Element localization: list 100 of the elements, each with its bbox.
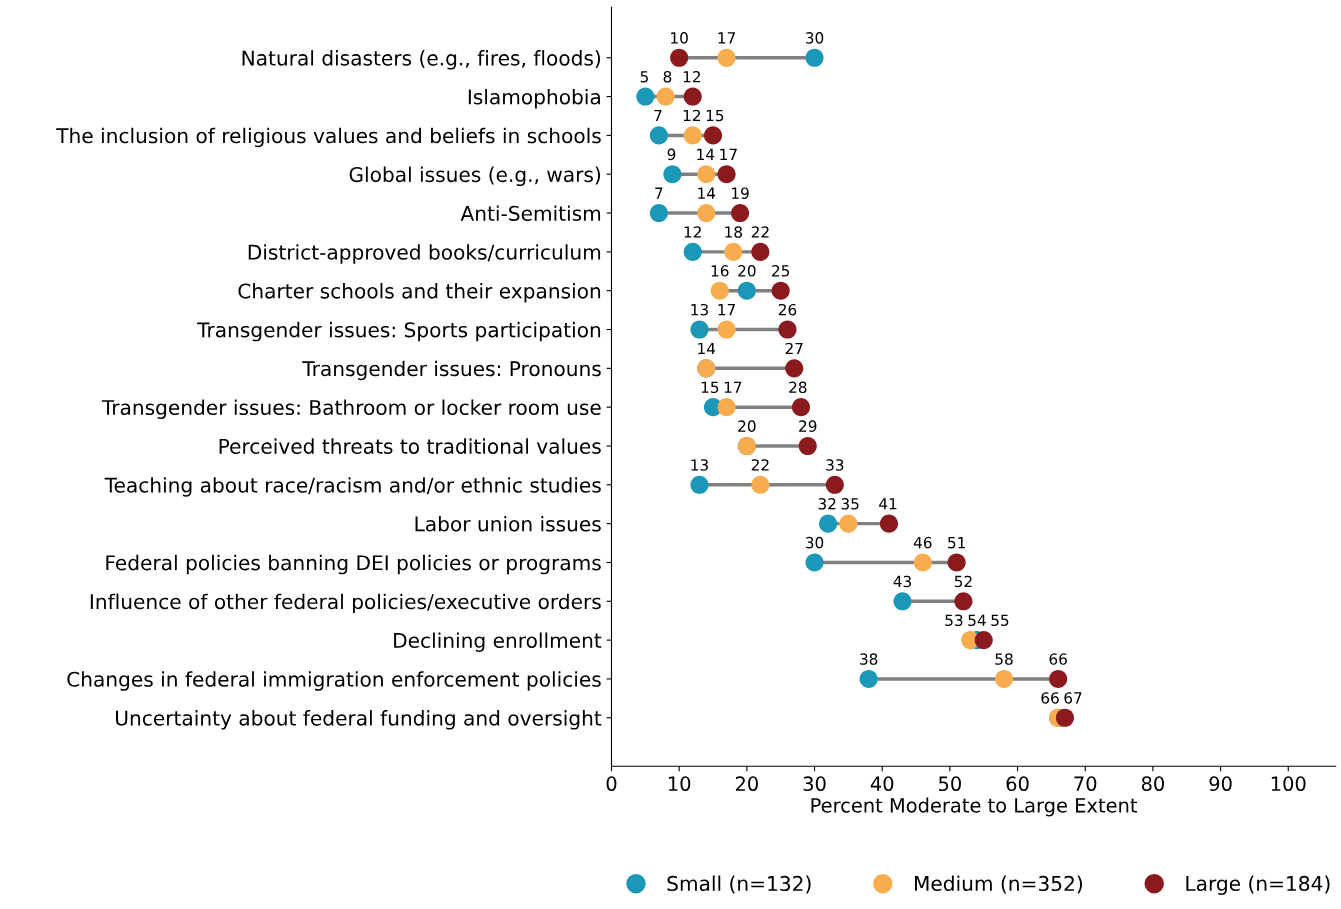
point	[636, 87, 655, 106]
point	[913, 553, 932, 572]
data-label: 8	[663, 70, 672, 83]
data-label: 20	[738, 420, 756, 432]
data-label: 7	[655, 187, 663, 199]
point	[683, 242, 702, 261]
y-tick-label: The inclusion of religious values and beliefs in schools	[56, 127, 601, 148]
y-tick-label: Charter schools and their expansion	[238, 283, 601, 303]
data-label: 54	[968, 614, 986, 627]
point	[663, 165, 682, 184]
point	[737, 281, 756, 300]
data-label: 66	[1041, 692, 1059, 704]
y-tick-label: Changes in federal immigration enforcement policies	[67, 671, 601, 691]
y-tick-label: Transgender issues: Sports participation	[197, 321, 601, 342]
data-label: 55	[991, 614, 1009, 627]
point	[819, 514, 838, 533]
point	[731, 203, 750, 223]
y-tick-label: Federal policies banning DEI policies or programs	[106, 554, 601, 575]
point	[717, 165, 736, 184]
data-label: 7	[654, 109, 662, 122]
data-label: 13	[691, 459, 708, 471]
y-tick-label: Teaching about race/racism and/or ethnic studies	[104, 477, 601, 497]
x-axis-title: Percent Moderate to Large Extent	[811, 797, 1138, 817]
point	[994, 669, 1014, 688]
point	[825, 475, 844, 494]
data-label: 35	[841, 498, 859, 510]
data-label: 14	[698, 342, 716, 355]
x-tick-label: 80	[1141, 776, 1164, 792]
y-tick-label: Islamophobia	[468, 88, 600, 109]
data-label: 12	[683, 70, 700, 83]
legend-label: Large (n=184)	[1186, 875, 1330, 895]
point	[649, 203, 668, 223]
data-label: 17	[718, 304, 735, 316]
y-tick-label: Declining enrollment	[394, 632, 602, 652]
point	[839, 514, 858, 533]
point	[697, 203, 716, 223]
point	[785, 359, 804, 378]
point	[947, 553, 966, 572]
y-tick-label: Labor union issues	[415, 515, 601, 532]
point	[703, 126, 723, 145]
data-label: 28	[789, 381, 807, 394]
point	[649, 126, 668, 145]
y-tick-label: Natural disasters (e.g., fires, floods)	[242, 50, 601, 70]
data-label: 51	[948, 537, 965, 549]
point	[954, 592, 973, 611]
point	[1055, 708, 1074, 727]
y-tick-label: Transgender issues: Pronouns	[302, 360, 601, 381]
data-label: 30	[805, 32, 824, 44]
point	[690, 475, 709, 494]
point	[697, 165, 716, 184]
point	[751, 475, 770, 494]
y-tick-label: District-approved books/curriculum	[248, 244, 601, 264]
data-label: 5	[640, 71, 648, 83]
data-label: 53	[945, 614, 963, 627]
point	[893, 592, 912, 611]
y-tick-label: Global issues (e.g., wars)	[349, 166, 601, 187]
point	[859, 669, 878, 688]
data-label: 58	[995, 653, 1013, 665]
point	[805, 553, 824, 572]
data-label: 19	[732, 187, 749, 199]
point	[717, 320, 736, 339]
data-label: 12	[683, 109, 700, 122]
data-label: 10	[671, 32, 688, 44]
point	[879, 514, 899, 533]
data-label: 12	[684, 226, 701, 238]
data-label: 32	[818, 498, 836, 510]
point	[751, 242, 770, 261]
x-tick-label: 60	[1006, 776, 1029, 792]
legend-label: Small (n=132)	[667, 875, 811, 894]
y-tick-label: Transgender issues: Bathroom or locker room use	[101, 399, 601, 419]
point	[717, 398, 736, 417]
x-tick-label: 20	[735, 776, 758, 792]
x-tick-label: 40	[870, 776, 894, 792]
x-tick-label: 10	[668, 776, 691, 792]
data-label: 30	[805, 536, 824, 549]
data-label: 15	[706, 109, 724, 122]
data-label: 67	[1064, 692, 1082, 704]
data-label: 27	[785, 342, 803, 355]
x-tick-label: 90	[1209, 776, 1232, 792]
point	[690, 320, 709, 339]
data-label: 14	[698, 187, 716, 199]
data-label: 17	[724, 381, 742, 393]
point	[974, 631, 993, 650]
data-label: 26	[778, 303, 797, 316]
data-label: 22	[751, 459, 769, 471]
point	[1049, 669, 1068, 688]
x-tick-label: 0	[606, 776, 617, 792]
data-label: 52	[954, 575, 972, 588]
x-tick-label: 100	[1271, 776, 1306, 792]
data-label: 9	[667, 148, 676, 161]
x-tick-label: 30	[803, 776, 826, 792]
point	[791, 398, 811, 417]
x-tick-label: 70	[1074, 776, 1097, 792]
data-label: 29	[799, 420, 817, 432]
data-label: 25	[772, 265, 790, 277]
data-label: 14	[697, 148, 715, 160]
data-label: 18	[725, 226, 742, 238]
point	[670, 48, 689, 67]
point	[798, 436, 817, 456]
data-label: 20	[738, 265, 756, 277]
